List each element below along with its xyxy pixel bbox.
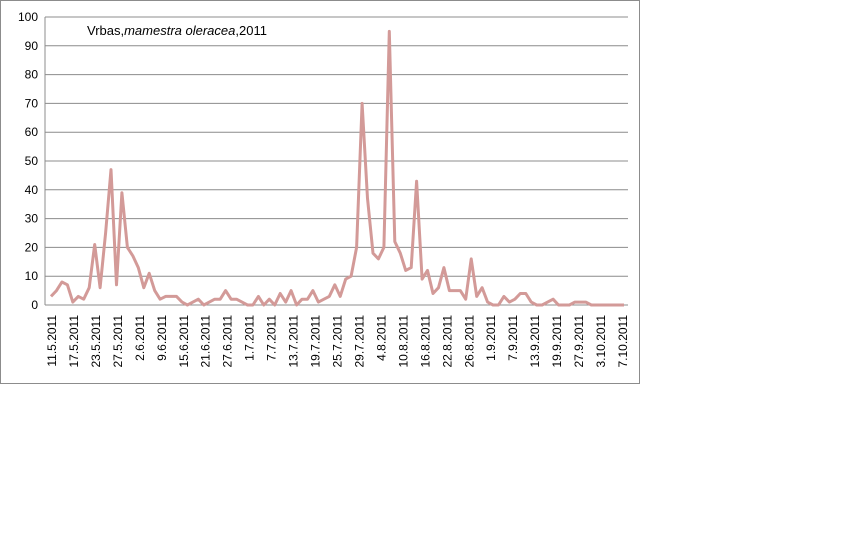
x-tick-label: 13.7.2011 bbox=[287, 315, 301, 368]
y-tick-label: 20 bbox=[25, 240, 39, 254]
x-axis-ticks: 11.5.2011 17.5.2011 23.5.2011 27.5.2011 2.6.… bbox=[45, 315, 630, 368]
x-tick-label: 23.5.2011 bbox=[89, 315, 103, 368]
x-tick-label: 3.10.2011 bbox=[594, 315, 608, 368]
y-tick-label: 80 bbox=[25, 68, 39, 82]
x-tick-label: 13.9.2011 bbox=[528, 315, 542, 368]
x-tick-label: 9.6.2011 bbox=[155, 315, 169, 361]
y-axis-ticks: 0 10 20 30 40 50 60 70 80 90 100 bbox=[18, 10, 38, 312]
x-tick-label: 16.8.2011 bbox=[418, 315, 432, 368]
y-tick-label: 90 bbox=[25, 39, 39, 53]
chart-title: Vrbas,mamestra oleracea,2011 bbox=[87, 23, 267, 38]
x-tick-label: 1.9.2011 bbox=[484, 315, 498, 361]
chart-frame: 0 10 20 30 40 50 60 70 80 90 100 11.5.2011 17.5.201… bbox=[0, 0, 640, 384]
y-tick-label: 30 bbox=[25, 212, 39, 226]
y-tick-label: 10 bbox=[25, 269, 39, 283]
grid-layer bbox=[44, 16, 628, 306]
x-tick-label: 19.9.2011 bbox=[550, 315, 564, 368]
x-tick-label: 22.8.2011 bbox=[440, 315, 454, 368]
y-tick-label: 50 bbox=[25, 154, 39, 168]
x-tick-label: 17.5.2011 bbox=[67, 315, 81, 368]
x-tick-label: 7.9.2011 bbox=[506, 315, 520, 361]
x-tick-label: 29.7.2011 bbox=[352, 315, 366, 368]
x-tick-label: 15.6.2011 bbox=[177, 315, 191, 368]
x-tick-label: 27.5.2011 bbox=[111, 315, 125, 368]
title-part-2: mamestra oleracea bbox=[124, 23, 235, 38]
x-tick-label: 7.7.2011 bbox=[265, 315, 279, 361]
line-chart: 0 10 20 30 40 50 60 70 80 90 100 11.5.2011 17.5.201… bbox=[18, 10, 630, 368]
x-tick-label: 27.6.2011 bbox=[221, 315, 235, 368]
title-part-1: Vrbas, bbox=[87, 23, 124, 38]
x-tick-label: 1.7.2011 bbox=[243, 315, 257, 361]
y-tick-label: 0 bbox=[31, 298, 38, 312]
x-tick-label: 25.7.2011 bbox=[331, 315, 345, 368]
series-line bbox=[49, 29, 624, 307]
x-tick-label: 10.8.2011 bbox=[396, 315, 410, 368]
x-tick-label: 19.7.2011 bbox=[309, 315, 323, 368]
y-tick-label: 60 bbox=[25, 125, 39, 139]
x-tick-label: 4.8.2011 bbox=[374, 315, 388, 361]
y-tick-label: 70 bbox=[25, 96, 39, 110]
x-tick-label: 7.10.2011 bbox=[616, 315, 630, 368]
series-layer bbox=[49, 29, 624, 307]
x-tick-label: 26.8.2011 bbox=[462, 315, 476, 368]
x-tick-label: 27.9.2011 bbox=[572, 315, 586, 368]
y-tick-label: 100 bbox=[18, 10, 38, 24]
y-tick-label: 40 bbox=[25, 183, 39, 197]
x-tick-label: 11.5.2011 bbox=[45, 315, 59, 367]
title-part-3: ,2011 bbox=[235, 23, 267, 38]
x-tick-label: 2.6.2011 bbox=[133, 315, 147, 361]
x-tick-label: 21.6.2011 bbox=[199, 315, 213, 368]
